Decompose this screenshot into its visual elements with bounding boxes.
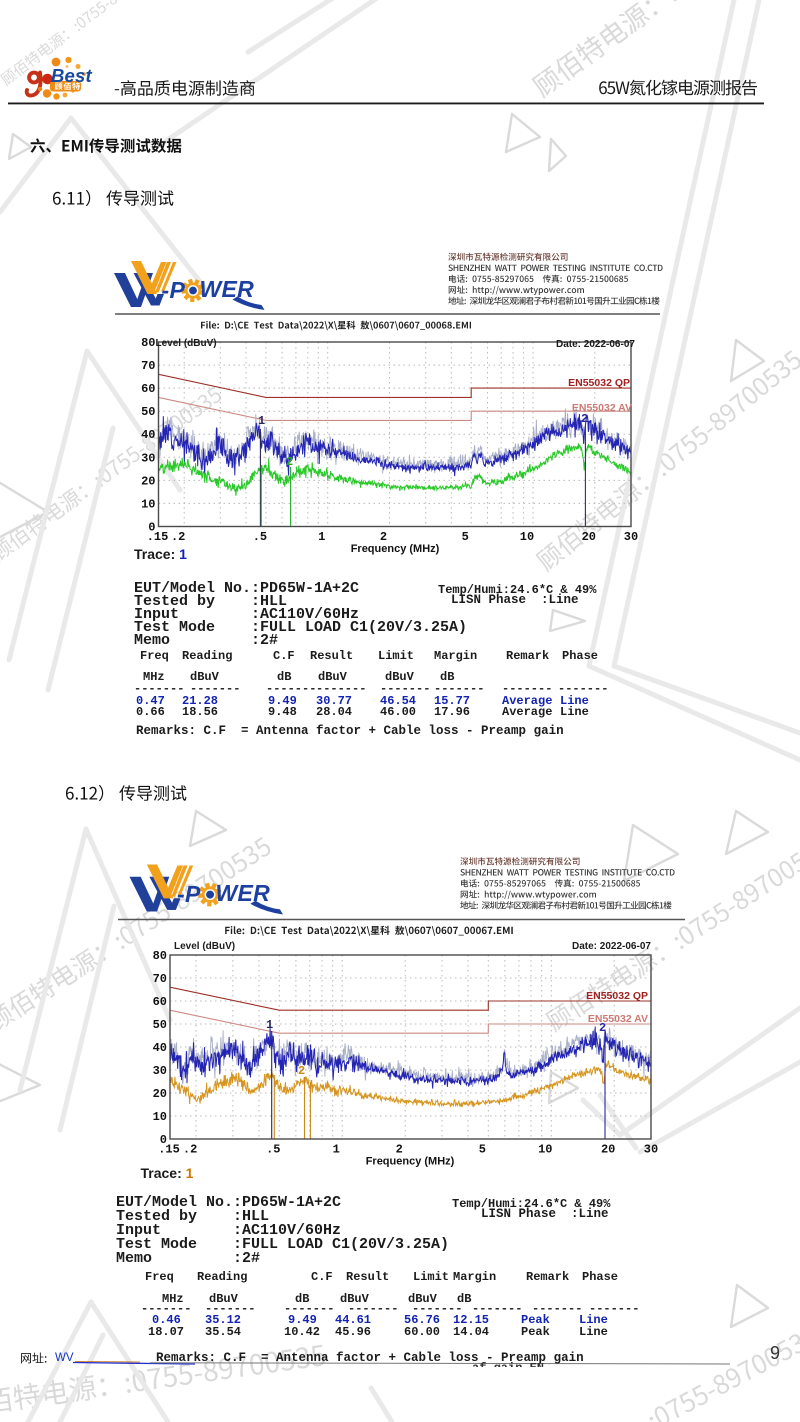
svg-text:10: 10	[153, 1110, 167, 1124]
svg-text:5: 5	[479, 1143, 486, 1157]
svg-text:30: 30	[153, 1064, 167, 1078]
svg-text:.15: .15	[158, 1143, 180, 1157]
svg-text:60: 60	[153, 995, 167, 1009]
svg-text:70: 70	[141, 359, 155, 373]
svg-text:20: 20	[582, 530, 596, 544]
svg-text:20: 20	[141, 474, 155, 488]
svg-text:60: 60	[141, 382, 155, 396]
svg-text:EN55032 QP: EN55032 QP	[568, 377, 630, 389]
svg-text:2: 2	[286, 455, 293, 469]
svg-text:.5: .5	[253, 530, 267, 544]
svg-text:70: 70	[153, 972, 167, 986]
svg-text:2: 2	[298, 1064, 305, 1078]
svg-text:.5: .5	[266, 1143, 280, 1157]
svg-text:0: 0	[148, 521, 155, 535]
svg-text:10: 10	[141, 497, 155, 511]
svg-text:.2: .2	[183, 1143, 197, 1157]
svg-text:10: 10	[520, 530, 534, 544]
svg-text:30: 30	[644, 1143, 658, 1157]
svg-text:20: 20	[601, 1143, 615, 1157]
svg-text:80: 80	[153, 949, 167, 963]
svg-text:30: 30	[624, 530, 638, 544]
svg-text:EN55032 QP: EN55032 QP	[586, 990, 648, 1002]
svg-text:50: 50	[141, 405, 155, 419]
svg-text:Frequency (MHz): Frequency (MHz)	[366, 1156, 455, 1168]
svg-text:.2: .2	[171, 530, 185, 544]
svg-text:1: 1	[318, 530, 325, 544]
svg-text:2: 2	[581, 412, 588, 426]
svg-text:50: 50	[153, 1018, 167, 1032]
svg-text:.15: .15	[147, 530, 169, 544]
svg-text:40: 40	[153, 1041, 167, 1055]
svg-text:2: 2	[599, 1021, 606, 1035]
svg-text:5: 5	[462, 530, 469, 544]
svg-text:2: 2	[380, 530, 387, 544]
svg-text:0: 0	[160, 1133, 167, 1147]
svg-text:1: 1	[333, 1143, 340, 1157]
svg-text:EN55032 AV: EN55032 AV	[588, 1013, 648, 1025]
svg-text:10: 10	[538, 1143, 552, 1157]
svg-text:30: 30	[141, 451, 155, 465]
svg-text:Frequency (MHz): Frequency (MHz)	[351, 543, 440, 555]
svg-text:2: 2	[396, 1143, 403, 1157]
svg-text:1: 1	[258, 414, 265, 428]
svg-text:80: 80	[141, 336, 155, 350]
svg-text:1: 1	[266, 1018, 273, 1032]
svg-text:20: 20	[153, 1087, 167, 1101]
svg-text:EN55032 AV: EN55032 AV	[572, 402, 632, 414]
svg-text:40: 40	[141, 428, 155, 442]
